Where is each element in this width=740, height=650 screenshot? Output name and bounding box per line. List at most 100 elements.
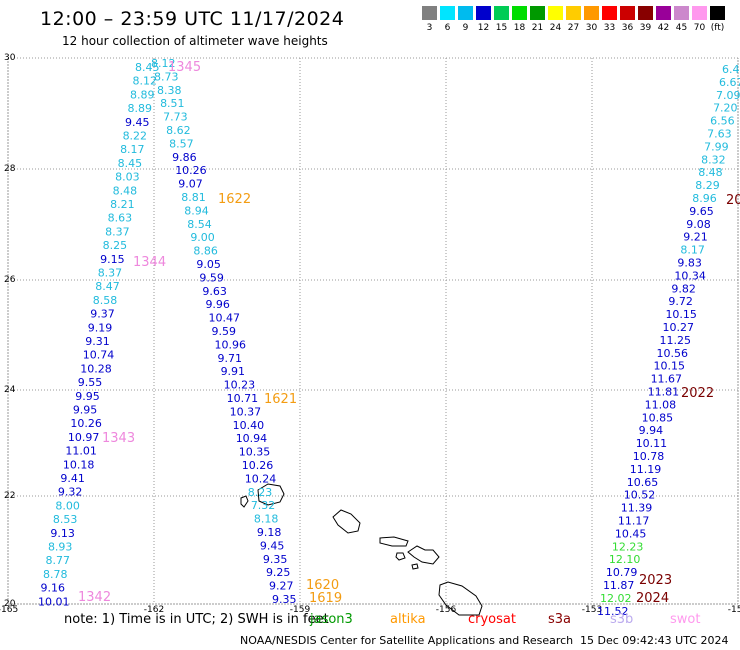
- wave-height-value: 12.23: [612, 540, 644, 553]
- wave-height-value: 10.24: [245, 472, 277, 485]
- wave-height-value: 10.79: [606, 566, 638, 579]
- x-tick-label: -165: [0, 605, 18, 615]
- wave-height-value: 8.45: [135, 61, 160, 74]
- color-scale-swatch: [566, 6, 581, 20]
- wave-height-value: 11.25: [660, 334, 692, 347]
- wave-height-value: 10.26: [242, 459, 274, 472]
- footer-timestamp: 15 Dec 09:42:43 UTC 2024: [580, 634, 729, 647]
- wave-height-value: 11.08: [645, 398, 677, 411]
- wave-height-value: 10.35: [239, 446, 271, 459]
- wave-height-value: 9.05: [196, 258, 221, 271]
- wave-height-value: 11.87: [603, 579, 635, 592]
- wave-height-value: 7.63: [707, 128, 732, 141]
- pass-time-label: 2023: [639, 573, 672, 588]
- wave-height-value: 8.22: [123, 130, 148, 143]
- wave-height-value: 8.12: [151, 57, 176, 70]
- wave-height-value: 9.21: [683, 231, 708, 244]
- wave-height-value: 8.94: [184, 204, 209, 217]
- wave-height-value: 8.57: [169, 137, 194, 150]
- wave-height-value: 10.01: [38, 595, 70, 608]
- wave-height-value: 8.54: [187, 218, 212, 231]
- x-tick-label: -150: [728, 605, 740, 615]
- wave-height-value: 9.32: [58, 486, 82, 499]
- color-scale-label: 6: [444, 23, 451, 33]
- color-scale-swatch: [692, 6, 707, 20]
- color-scale-swatch: [602, 6, 617, 20]
- wave-height-value: 8.78: [43, 568, 68, 581]
- island-niihau: [240, 495, 249, 508]
- wave-height-value: 7.73: [163, 111, 188, 124]
- wave-height-value: 10.40: [233, 419, 264, 432]
- wave-height-value: 8.51: [160, 97, 185, 110]
- wave-height-value: 7.09: [716, 89, 740, 102]
- wave-height-value: 8.37: [98, 267, 123, 280]
- island-big-island: [438, 581, 483, 616]
- wave-height-value: 11.01: [65, 445, 97, 458]
- wave-height-value: 10.11: [636, 437, 668, 450]
- wave-height-value: 8.21: [110, 198, 135, 211]
- color-scale-label: 3: [426, 23, 433, 33]
- color-scale-label: 36: [621, 23, 634, 33]
- wave-height-value: 8.00: [55, 499, 80, 512]
- wave-height-value: 9.82: [671, 282, 696, 295]
- wave-height-value: 8.89: [128, 102, 152, 115]
- wave-height-value: 8.86: [193, 245, 218, 258]
- wave-height-value: 10.45: [615, 527, 647, 540]
- wave-height-value: 10.34: [674, 269, 706, 282]
- color-scale-label: 21: [531, 23, 544, 33]
- wave-height-value: 8.89: [130, 88, 155, 101]
- wave-height-value: 9.37: [90, 308, 115, 321]
- wave-height-value: 10.15: [665, 308, 697, 321]
- island-maui: [407, 545, 440, 565]
- color-scale-label: 27: [567, 23, 580, 33]
- wave-height-value: 8.23: [248, 486, 272, 499]
- wave-height-value: 10.74: [83, 349, 115, 362]
- wave-height-value: 9.07: [178, 178, 203, 191]
- wave-height-value: 9.18: [257, 526, 282, 539]
- color-scale-label: 15: [495, 23, 508, 33]
- wave-height-value: 9.13: [50, 527, 75, 540]
- wave-height-value: 10.27: [662, 321, 694, 334]
- satellite-legend-swot: swot: [670, 612, 701, 627]
- wave-height-value: 8.18: [254, 513, 279, 526]
- satellite-legend-altika: altika: [390, 612, 426, 627]
- pass-time-label: 1342: [78, 590, 111, 605]
- wave-height-value: 10.37: [230, 405, 262, 418]
- wave-height-value: 10.96: [215, 338, 247, 351]
- wave-height-value: 10.97: [68, 431, 100, 444]
- wave-height-value: 10.52: [624, 489, 656, 502]
- color-scale-label: 12: [477, 23, 490, 33]
- wave-height-value: 6.56: [710, 115, 735, 128]
- wave-height-value: 9.59: [212, 325, 237, 338]
- y-tick-label: 28: [4, 164, 16, 174]
- map-subtitle: 12 hour collection of altimeter wave hei…: [62, 34, 328, 48]
- wave-height-value: 10.94: [236, 432, 268, 445]
- wave-height-value: 9.41: [60, 472, 84, 485]
- wave-height-value: 7.20: [713, 102, 738, 115]
- wave-height-value: 10.26: [70, 417, 102, 430]
- wave-height-value: 8.38: [157, 84, 182, 97]
- x-tick-label: -162: [144, 605, 164, 615]
- island-kahoolawe: [411, 563, 419, 570]
- wave-height-value: 10.28: [80, 362, 112, 375]
- wave-height-value: 7.99: [704, 140, 729, 153]
- color-scale-label: 9: [462, 23, 469, 33]
- wave-height-value: 9.65: [689, 205, 714, 218]
- wave-height-value: 8.29: [695, 179, 720, 192]
- wave-height-value: 9.16: [40, 582, 65, 595]
- hawaiian-islands: [240, 483, 483, 616]
- wave-height-value: 11.39: [621, 502, 653, 515]
- color-scale-label: 39: [639, 23, 652, 33]
- wave-height-value: 9.59: [199, 271, 224, 284]
- wave-height-value: 10.56: [657, 347, 689, 360]
- wave-height-value: 10.15: [654, 360, 686, 373]
- wave-height-value: 10.47: [208, 312, 240, 325]
- y-tick-label: 26: [4, 275, 16, 285]
- satellite-legend-jason3: jason3: [310, 612, 353, 627]
- wave-height-value: 9.25: [266, 566, 291, 579]
- wave-height-value: 9.31: [85, 335, 110, 348]
- wave-height-value: 8.48: [113, 184, 138, 197]
- wave-height-value: 8.81: [181, 191, 206, 204]
- island-oahu: [332, 509, 361, 534]
